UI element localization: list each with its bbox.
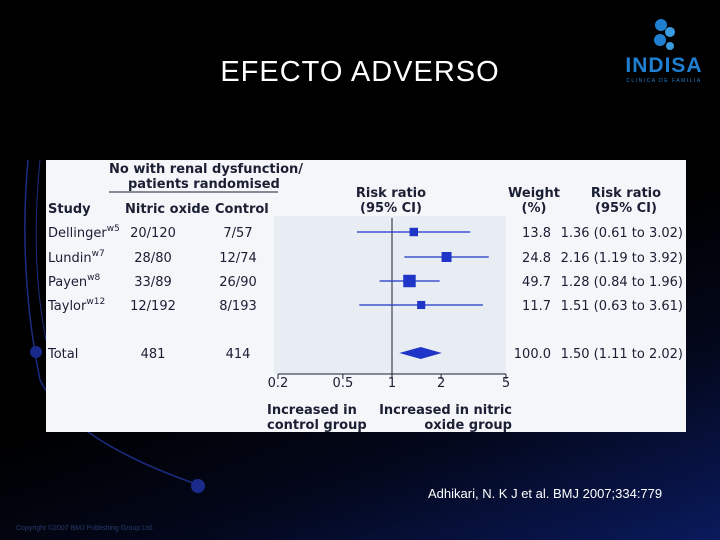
favours-left-line1: Increased in <box>267 403 357 418</box>
row-1-control: 12/74 <box>219 251 256 266</box>
row-1-study-name: Lundinw7 <box>48 249 105 266</box>
total-control: 414 <box>226 347 251 362</box>
row-2-study-ref: w8 <box>87 273 100 283</box>
row-0-control: 7/57 <box>223 226 252 241</box>
row-1-nitric-oxide: 28/80 <box>134 251 171 266</box>
row-0-weight: 13.8 <box>522 226 551 241</box>
row-1-study-ref: w7 <box>92 249 105 259</box>
row-3-point-marker <box>417 300 426 310</box>
row-1-weight: 24.8 <box>522 251 551 266</box>
favours-right-line2: oxide group <box>424 418 512 432</box>
header-risk-ratio-plot-line1: Risk ratio <box>356 186 426 201</box>
row-3-study-name: Taylorw12 <box>47 297 105 314</box>
forest-plot-panel: No with renal dysfunction/ patients rand… <box>46 160 686 433</box>
header-risk-ratio-text-line1: Risk ratio <box>591 186 661 201</box>
row-2-nitric-oxide: 33/89 <box>134 275 171 290</box>
row-0-study-ref: w5 <box>107 224 120 234</box>
row-2-control: 26/90 <box>219 275 256 290</box>
favours-left-line2: control group <box>267 418 367 432</box>
row-1-ci-text: 2.16 (1.19 to 3.92) <box>561 251 683 266</box>
x-axis-tick-label-3: 2 <box>437 376 445 391</box>
header-control: Control <box>215 202 269 217</box>
row-3-study-ref: w12 <box>86 297 105 307</box>
row-0-point-marker <box>409 227 419 237</box>
row-2-ci-text: 1.28 (0.84 to 1.96) <box>561 275 683 290</box>
x-axis-tick-label-0: 0.2 <box>268 376 289 391</box>
total-weight: 100.0 <box>514 347 551 362</box>
x-axis-tick-label-2: 1 <box>388 376 396 391</box>
row-2-weight: 49.7 <box>522 275 551 290</box>
decorative-bullet-2 <box>191 479 205 493</box>
header-weight-line1: Weight <box>508 186 560 201</box>
row-0-nitric-oxide: 20/120 <box>130 226 176 241</box>
header-risk-ratio-plot-line2: (95% CI) <box>360 201 422 216</box>
header-risk-ratio-text-line2: (95% CI) <box>595 201 657 216</box>
logo-mark-icon <box>654 19 675 50</box>
row-2-point-marker <box>403 274 416 288</box>
indisa-logo: INDISA CLINICA DE FAMILIA <box>620 18 708 84</box>
row-3-nitric-oxide: 12/192 <box>130 299 176 314</box>
slide-title: EFECTO ADVERSO <box>220 56 500 88</box>
favours-right-line1: Increased in nitric <box>379 403 512 418</box>
citation: Adhikari, N. K J et al. BMJ 2007;334:779 <box>428 486 663 501</box>
row-2-study-name: Payenw8 <box>48 273 101 290</box>
header-weight-line2: (%) <box>522 201 547 216</box>
total-nitric-oxide: 481 <box>141 347 166 362</box>
header-group-line2: patients randomised <box>128 177 280 192</box>
row-0-study-name: Dellingerw5 <box>48 224 120 241</box>
logo-name: INDISA <box>625 54 703 77</box>
row-0-ci-text: 1.36 (0.61 to 3.02) <box>561 226 683 241</box>
copyright-notice: Copyright ©2007 BMJ Publishing Group Ltd… <box>16 525 154 532</box>
logo-subtext: CLINICA DE FAMILIA <box>626 78 702 84</box>
total-ci-text: 1.50 (1.11 to 2.02) <box>561 347 683 362</box>
header-study: Study <box>48 202 91 217</box>
decorative-bullet-1 <box>30 346 42 358</box>
x-axis-tick-label-4: 5 <box>502 376 510 391</box>
forest-plot: No with renal dysfunction/ patients rand… <box>47 162 683 433</box>
row-3-ci-text: 1.51 (0.63 to 3.61) <box>561 299 683 314</box>
row-3-control: 8/193 <box>219 299 256 314</box>
plot-area <box>274 216 506 374</box>
x-axis-tick-label-1: 0.5 <box>333 376 354 391</box>
row-3-weight: 11.7 <box>522 299 551 314</box>
total-study-name: Total <box>47 347 78 362</box>
total-diamond <box>399 347 442 359</box>
header-nitric-oxide: Nitric oxide <box>125 202 210 217</box>
row-1-point-marker <box>441 252 452 262</box>
header-group-line1: No with renal dysfunction/ <box>109 162 303 177</box>
